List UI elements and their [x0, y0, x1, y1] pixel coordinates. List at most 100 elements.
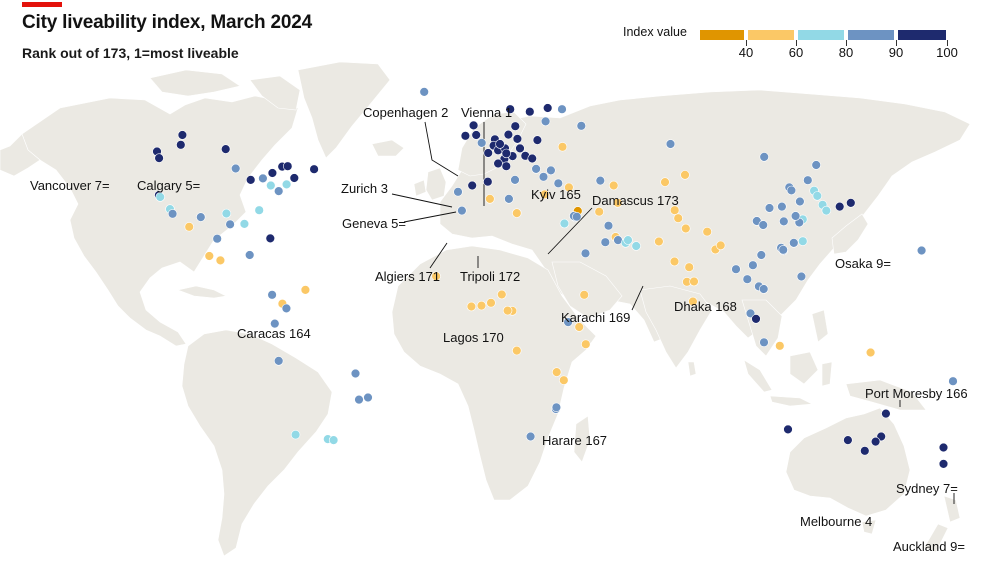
page-title: City liveability index, March 2024	[22, 12, 312, 33]
city-dot	[665, 139, 676, 149]
city-dot	[512, 208, 522, 218]
city-dot	[843, 435, 853, 445]
city-dot	[245, 250, 255, 260]
city-dot	[485, 194, 495, 204]
city-dot	[870, 436, 881, 447]
city-dot	[916, 245, 927, 256]
land-madagascar	[573, 415, 591, 463]
city-dot	[512, 345, 522, 356]
city-dot	[350, 368, 361, 379]
city-dot	[290, 430, 301, 440]
land-alaska	[0, 133, 41, 177]
city-dot	[510, 121, 520, 131]
city-dot	[501, 148, 511, 159]
label-caracas: Caracas 164	[237, 326, 311, 341]
city-dot	[510, 175, 520, 185]
legend-swatch-3	[798, 30, 844, 40]
city-dot	[483, 148, 493, 158]
city-dot	[504, 194, 514, 204]
city-dot	[460, 131, 471, 141]
label-kyiv: Kyiv 165	[531, 187, 581, 202]
city-dot	[419, 87, 429, 97]
land-new-zealand-north	[943, 495, 961, 523]
land-india	[639, 285, 713, 369]
label-vienna: Vienna 1	[461, 105, 512, 120]
city-dot	[557, 142, 568, 152]
city-dot	[267, 290, 277, 300]
city-dot	[600, 237, 610, 247]
legend-tick-100: 100	[936, 45, 958, 60]
city-dot	[525, 106, 535, 117]
land-arabia	[551, 261, 623, 319]
city-dot	[540, 116, 551, 127]
city-dot	[783, 424, 793, 435]
city-labels: Vancouver 7= Calgary 5= Copenhagen 2 Vie…	[30, 105, 968, 554]
city-dot	[579, 290, 589, 300]
label-copenhagen: Copenhagen 2	[363, 105, 448, 120]
city-dot	[812, 191, 822, 201]
city-dot	[527, 153, 537, 164]
city-dot	[669, 205, 680, 215]
city-dot	[684, 262, 694, 272]
label-damascus: Damascus 173	[592, 193, 679, 208]
city-dot	[612, 198, 623, 208]
label-vancouver: Vancouver 7=	[30, 178, 110, 193]
city-dot	[790, 211, 801, 221]
leader-damascus	[547, 207, 593, 255]
land-sri-lanka	[687, 361, 697, 377]
label-geneva: Geneva 5=	[342, 216, 406, 231]
city-dot	[328, 435, 339, 445]
city-dot	[680, 170, 690, 180]
city-dot	[948, 376, 958, 386]
city-dot	[212, 234, 222, 244]
city-dot	[731, 264, 741, 274]
city-dot	[231, 163, 241, 174]
city-dot	[715, 240, 726, 251]
city-dot	[846, 198, 856, 208]
city-dot	[486, 298, 496, 308]
land-new-guinea	[845, 379, 927, 411]
city-dot	[167, 209, 178, 219]
city-dot	[532, 135, 543, 145]
city-dot	[559, 218, 570, 229]
city-dot	[239, 219, 250, 229]
city-dot	[283, 161, 293, 171]
city-dot	[564, 182, 574, 193]
land-iceland	[371, 139, 405, 157]
leader-algiers	[429, 242, 448, 269]
city-dot	[258, 173, 268, 184]
city-dot	[467, 180, 477, 191]
leader-karachi	[631, 285, 644, 311]
city-dot	[860, 446, 870, 456]
city-dot	[688, 296, 698, 307]
land-japan	[831, 213, 869, 255]
city-dot	[623, 235, 633, 245]
city-dot	[660, 177, 670, 187]
city-dot	[938, 459, 949, 469]
legend-swatch-4	[848, 30, 894, 40]
city-dot	[759, 337, 769, 347]
city-dot	[497, 289, 507, 300]
land-greenland	[297, 61, 391, 159]
land-africa	[391, 245, 597, 501]
leader-copenhagen	[424, 121, 459, 177]
city-dot	[503, 129, 514, 140]
city-dot	[778, 245, 788, 255]
city-dot	[563, 317, 573, 327]
label-karachi: Karachi 169	[561, 310, 630, 325]
city-dot	[557, 104, 567, 114]
city-dot	[281, 303, 292, 314]
city-dot	[176, 140, 186, 150]
label-dhaka: Dhaka 168	[674, 299, 737, 314]
legend-divider-3	[846, 40, 847, 46]
city-dot	[246, 175, 256, 185]
city-dot	[559, 375, 569, 385]
city-dot	[505, 104, 515, 114]
city-dot	[811, 160, 821, 170]
land-arctic-islands	[149, 69, 241, 97]
city-dot	[795, 196, 805, 207]
city-dot	[196, 212, 206, 222]
land-australia	[785, 407, 911, 517]
label-lagos: Lagos 170	[443, 330, 504, 345]
